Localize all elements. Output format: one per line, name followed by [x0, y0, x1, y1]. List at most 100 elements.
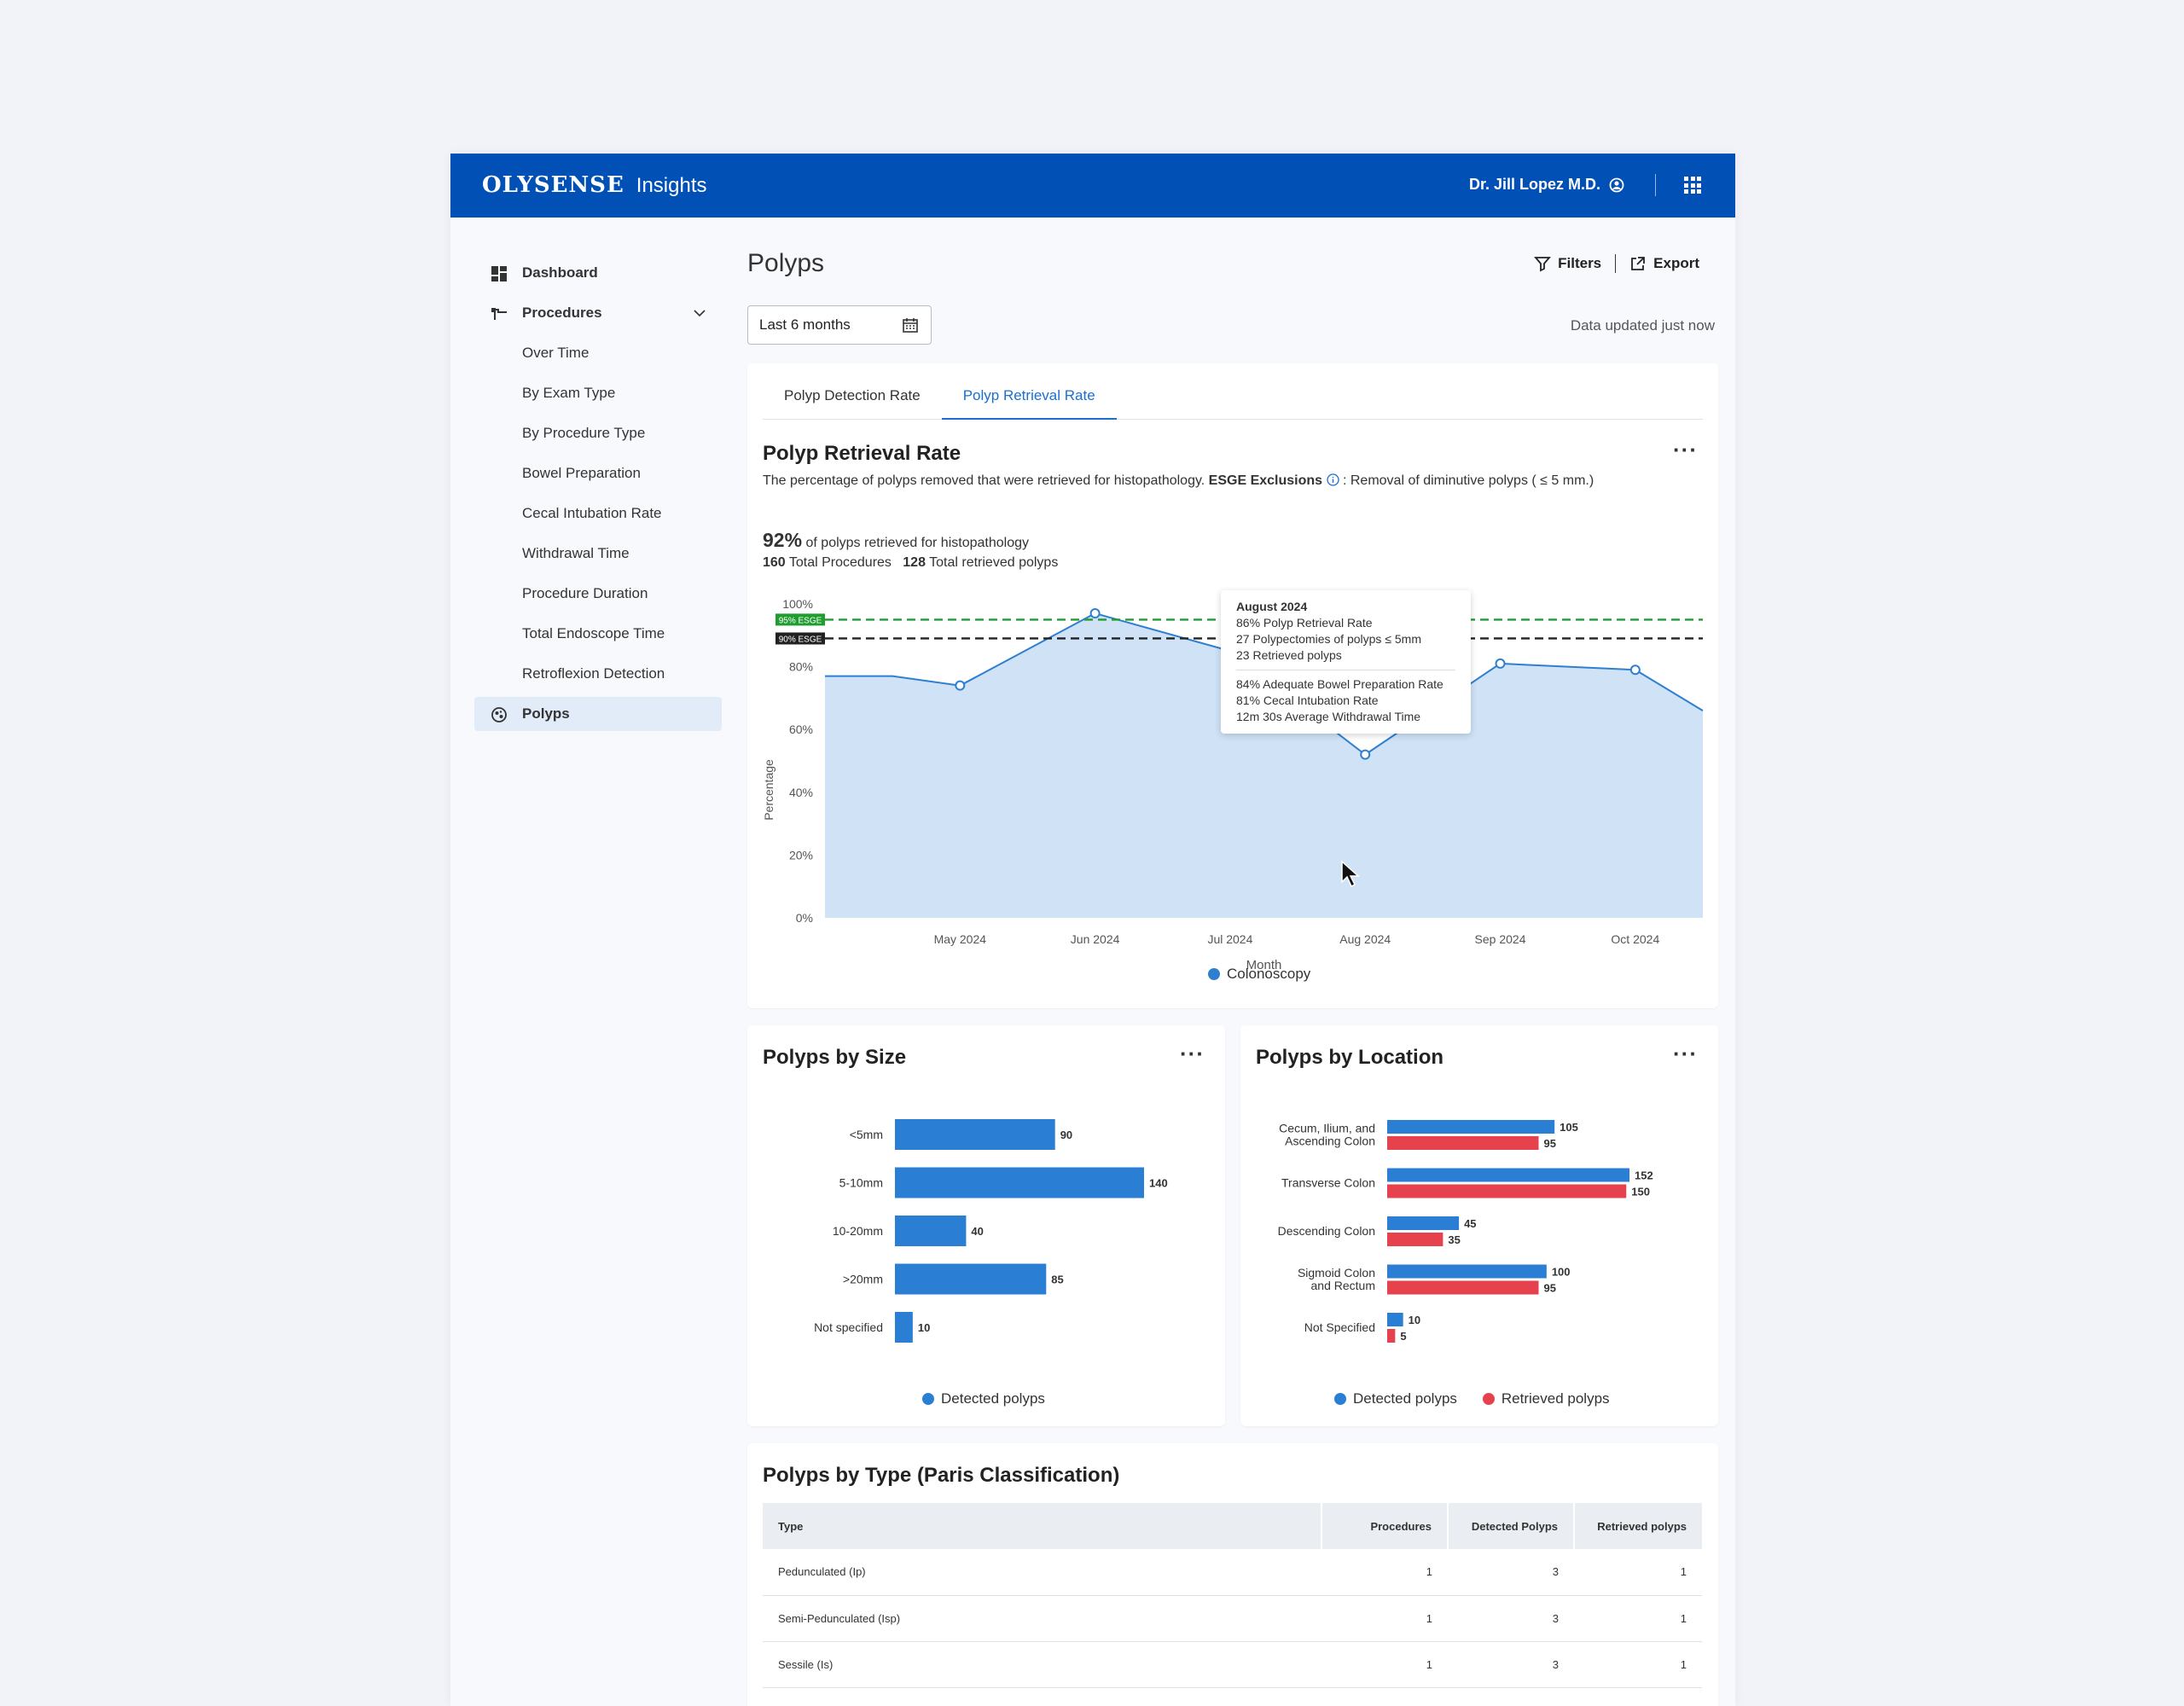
- chevron-down-icon[interactable]: [693, 306, 706, 320]
- user-menu[interactable]: Dr. Jill Lopez M.D.: [1469, 176, 1624, 194]
- sidebar-item-procedures[interactable]: Procedures: [474, 296, 722, 330]
- size-more-button[interactable]: ···: [1180, 1041, 1205, 1066]
- bar: [1387, 1120, 1555, 1134]
- esge-exclusions-text: : Removal of diminutive polyps ( ≤ 5 mm.…: [1342, 473, 1594, 488]
- brand-logo: OLYSENSE: [482, 172, 624, 198]
- bar: [895, 1167, 1144, 1198]
- calendar-icon: [903, 318, 918, 333]
- cell-detected: 3: [1448, 1641, 1574, 1688]
- data-label: 45: [1464, 1217, 1476, 1230]
- col-retrieved[interactable]: Retrieved polyps: [1574, 1503, 1702, 1549]
- sidebar-item-label: Bowel Preparation: [522, 465, 641, 481]
- x-tick-label: Jun 2024: [1071, 932, 1120, 946]
- filters-button[interactable]: Filters: [1534, 255, 1601, 272]
- sidebar-item-withdrawal-time[interactable]: Withdrawal Time: [474, 537, 722, 571]
- cell-procedures: 1: [1321, 1641, 1448, 1688]
- data-point: [955, 680, 966, 691]
- col-detected[interactable]: Detected Polyps: [1448, 1503, 1575, 1549]
- percentage-label: of polyps retrieved for histopathology: [805, 536, 1029, 550]
- legend-swatch: [1208, 968, 1220, 980]
- date-range-select[interactable]: Last 6 months: [747, 305, 932, 345]
- info-icon[interactable]: [1326, 473, 1339, 486]
- data-label: 10: [1409, 1314, 1420, 1326]
- bar: [895, 1263, 1047, 1295]
- category-label: 10-20mm: [833, 1224, 883, 1238]
- sidebar-item-label: Retroflexion Detection: [522, 665, 665, 682]
- retrieval-title: Polyp Retrieval Rate: [763, 442, 961, 465]
- area-fill: [825, 613, 1703, 918]
- sidebar: Dashboard Procedures Over Time By Exam T…: [474, 256, 722, 737]
- cell-retrieved: 1: [1574, 1595, 1702, 1642]
- location-more-button[interactable]: ···: [1673, 1041, 1698, 1066]
- x-axis-label: Month: [1246, 958, 1282, 972]
- bar: [895, 1119, 1055, 1150]
- col-type[interactable]: Type: [763, 1503, 1322, 1549]
- sidebar-item-label: By Procedure Type: [522, 425, 646, 441]
- total-retrieved-label: Total retrieved polyps: [929, 555, 1059, 570]
- sidebar-item-label: Procedure Duration: [522, 585, 648, 601]
- location-title: Polyps by Location: [1256, 1046, 1444, 1069]
- y-tick-label: 0%: [796, 911, 813, 925]
- product-name: Insights: [636, 174, 707, 197]
- top-bar: OLYSENSE Insights Dr. Jill Lopez M.D.: [450, 154, 1735, 218]
- sidebar-item-polyps[interactable]: Polyps: [474, 697, 722, 731]
- y-tick-label: 100%: [782, 597, 813, 611]
- legend-label: Retrieved polyps: [1501, 1390, 1610, 1407]
- sidebar-item-cecal-intubation-rate[interactable]: Cecal Intubation Rate: [474, 496, 722, 531]
- paris-classification-card: Polyps by Type (Paris Classification) Ty…: [747, 1443, 1718, 1706]
- tooltip-line: 81% Cecal Intubation Rate: [1236, 693, 1379, 707]
- retrieval-totals: 160 Total Procedures 128 Total retrieved…: [763, 555, 1058, 571]
- data-label: 90: [1060, 1129, 1072, 1141]
- table-row[interactable]: Semi-Pedunculated (Isp) 1 3 1: [763, 1595, 1702, 1642]
- tab-polyp-retrieval-rate[interactable]: Polyp Retrieval Rate: [941, 377, 1117, 420]
- sidebar-item-bowel-preparation[interactable]: Bowel Preparation: [474, 456, 722, 490]
- legend-swatch: [1334, 1393, 1346, 1405]
- category-label: Descending Colon: [1278, 1224, 1375, 1238]
- y-tick-label: 60%: [789, 722, 813, 736]
- sidebar-item-retroflexion-detection[interactable]: Retroflexion Detection: [474, 657, 722, 691]
- page-title: Polyps: [747, 249, 825, 277]
- legend-swatch: [922, 1393, 934, 1405]
- retrieval-more-button[interactable]: ···: [1673, 437, 1698, 462]
- date-range-value: Last 6 months: [759, 316, 851, 333]
- data-updated-status: Data updated just now: [1570, 317, 1715, 334]
- category-label: Cecum, Ilium, and: [1279, 1122, 1375, 1135]
- y-tick-label: 80%: [789, 660, 813, 674]
- category-label: <5mm: [850, 1128, 883, 1141]
- category-label: >20mm: [843, 1273, 883, 1286]
- tab-polyp-detection-rate[interactable]: Polyp Detection Rate: [784, 387, 921, 403]
- category-label: Not specified: [814, 1320, 883, 1334]
- x-tick-label: Aug 2024: [1339, 932, 1391, 946]
- table-row[interactable]: Sessile (Is) 1 3 1: [763, 1641, 1702, 1688]
- data-label: 140: [1149, 1177, 1168, 1190]
- sidebar-item-dashboard[interactable]: Dashboard: [474, 256, 722, 290]
- data-label: 150: [1631, 1186, 1650, 1198]
- data-label: 85: [1051, 1274, 1063, 1286]
- sidebar-item-label: By Exam Type: [522, 385, 616, 401]
- reference-label: 90% ESGE: [779, 635, 822, 644]
- filter-icon: [1534, 257, 1552, 272]
- sidebar-item-by-exam-type[interactable]: By Exam Type: [474, 376, 722, 410]
- brand[interactable]: OLYSENSE Insights: [482, 172, 707, 198]
- export-icon: [1631, 257, 1646, 270]
- sidebar-item-total-endoscope-time[interactable]: Total Endoscope Time: [474, 617, 722, 651]
- tooltip-line: 84% Adequate Bowel Preparation Rate: [1236, 677, 1443, 691]
- category-label: Not Specified: [1304, 1320, 1375, 1334]
- bar: [1387, 1313, 1403, 1326]
- category-label: Transverse Colon: [1281, 1176, 1375, 1190]
- app-grid-icon[interactable]: [1684, 177, 1701, 194]
- size-chart-legend: Detected polyps: [922, 1390, 1045, 1407]
- tooltip-line: 12m 30s Average Withdrawal Time: [1236, 710, 1421, 723]
- export-button[interactable]: Export: [1629, 255, 1699, 272]
- cell-procedures: 1: [1321, 1595, 1448, 1642]
- tooltip-line: 27 Polypectomies of polyps ≤ 5mm: [1236, 632, 1421, 646]
- table-row[interactable]: Pedunculated (Ip) 1 3 1: [763, 1549, 1702, 1596]
- reference-label: 95% ESGE: [779, 616, 822, 625]
- sidebar-item-procedure-duration[interactable]: Procedure Duration: [474, 577, 722, 611]
- bar: [895, 1216, 967, 1246]
- sidebar-item-by-procedure-type[interactable]: By Procedure Type: [474, 416, 722, 450]
- cell-retrieved: 1: [1574, 1549, 1702, 1596]
- sidebar-item-over-time[interactable]: Over Time: [474, 336, 722, 370]
- page-toolbar: Filters Export: [1534, 254, 1699, 273]
- col-procedures[interactable]: Procedures: [1321, 1503, 1449, 1549]
